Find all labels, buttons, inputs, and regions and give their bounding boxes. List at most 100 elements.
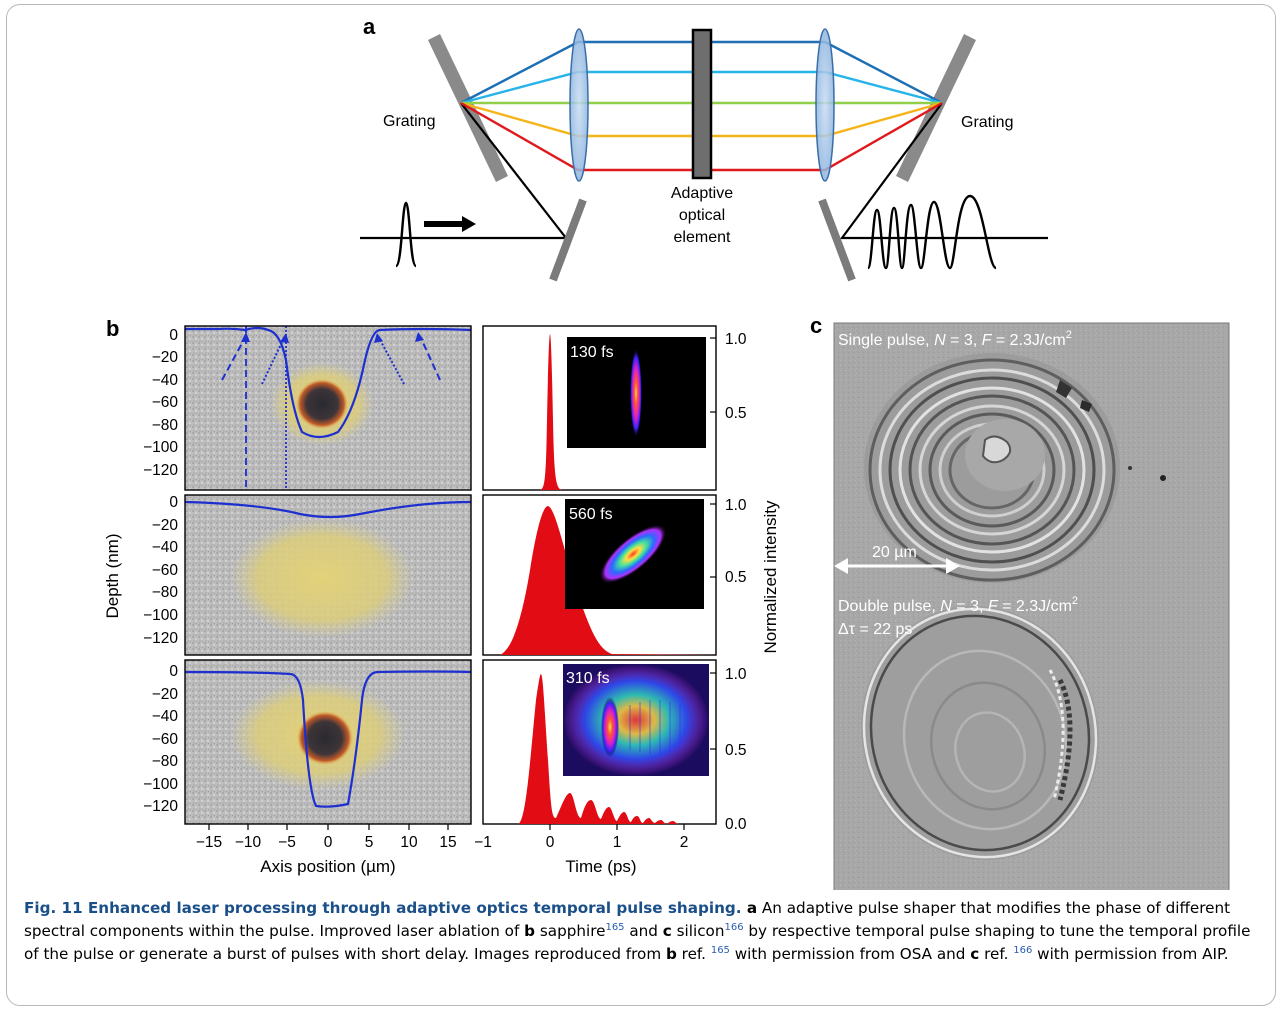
single-pulse-n-val: = 3, (946, 332, 982, 349)
single-pulse-prefix: Single pulse, (838, 332, 934, 349)
depth-tick: −60 (152, 731, 179, 748)
depth-axis-middle: 0 −20 −40 −60 −80 −100 −120 (143, 494, 178, 647)
pulse-panel-1: 130 fs (482, 325, 717, 491)
single-pulse-f: F (982, 332, 993, 349)
panel-a-label: a (363, 14, 376, 39)
position-tick: 10 (400, 834, 418, 851)
caption-text: ref. (676, 945, 711, 963)
caption-text: An adaptive pulse shaper that modifies t… (24, 899, 1231, 940)
crater-panel-1 (184, 325, 472, 491)
citation-link[interactable]: 166 (724, 922, 744, 933)
depth-tick: −100 (143, 776, 178, 793)
depth-tick: −80 (152, 753, 179, 770)
position-ticks (208, 824, 449, 830)
depth-tick: −120 (143, 630, 178, 647)
intensity-axis: 1.0 0.5 1.0 0.5 1.0 0.5 0.0 (725, 331, 747, 833)
double-pulse-sup: 2 (1072, 595, 1078, 607)
intensity-tick: 1.0 (725, 331, 747, 348)
single-pulse-sup: 2 (1066, 329, 1072, 341)
depth-tick: −100 (143, 607, 178, 624)
grating-left-label: Grating (383, 113, 435, 130)
adaptive-optical-element (691, 28, 713, 180)
figure-caption: Fig. 11 Enhanced laser processing throug… (24, 897, 1264, 966)
depth-tick: −20 (152, 686, 179, 703)
caption-text: silicon (671, 922, 725, 940)
right-grating (896, 34, 976, 182)
pulse-panel-3: 310 fs (482, 659, 717, 825)
time-axis: −1 0 1 2 (474, 834, 688, 851)
aoe-label-1: Adaptive (671, 185, 733, 202)
caption-ref-b: b (524, 922, 536, 940)
double-pulse-n: N (940, 598, 952, 615)
depth-tick: −20 (152, 349, 179, 366)
depth-axis-bottom: 0 −20 −40 −60 −80 −100 −120 (143, 663, 178, 815)
time-tick: 2 (680, 834, 689, 851)
depth-tick: 0 (169, 327, 178, 344)
intensity-tick: 1.0 (725, 497, 747, 514)
crater-panel-3 (184, 659, 472, 825)
position-tick: −10 (235, 834, 262, 851)
single-pulse-n: N (934, 332, 946, 349)
depth-tick: −60 (152, 562, 179, 579)
left-mirror (549, 198, 587, 282)
position-tick: −15 (196, 834, 222, 851)
intensity-axis-middle: 1.0 0.5 (725, 497, 747, 586)
aoe-label-3: element (674, 229, 731, 246)
caption-text: with permission from OSA and (729, 945, 971, 963)
caption-ref-c: c (662, 922, 672, 940)
intensity-ticks (710, 337, 716, 750)
intensity-tick: 0.5 (725, 742, 747, 759)
position-axis-label: Axis position (µm) (260, 857, 395, 876)
time-tick: −1 (474, 834, 492, 851)
pulse-duration-label-1: 130 fs (570, 344, 614, 361)
intensity-axis-bottom: 1.0 0.5 0.0 (725, 666, 747, 833)
depth-tick: −20 (152, 517, 179, 534)
position-tick: 5 (365, 834, 374, 851)
intensity-axis-label: Normalized intensity (761, 500, 780, 654)
panel-c-label: c (810, 313, 822, 338)
caption-text: sapphire (535, 922, 606, 940)
caption-text: and (624, 922, 663, 940)
caption-text: by respective temporal pulse shaping to … (24, 922, 1251, 963)
intensity-tick: 1.0 (725, 666, 747, 683)
depth-tick: 0 (169, 494, 178, 511)
caption-ref-b: b (665, 945, 677, 963)
depth-axis: 0 −20 −40 −60 −80 −100 −120 0 −20 −40 −6… (143, 327, 178, 815)
depth-tick: −40 (152, 539, 179, 556)
intensity-axis-top: 1.0 0.5 (725, 331, 747, 422)
time-axis-label: Time (ps) (565, 857, 636, 876)
grating-right-label: Grating (961, 114, 1013, 131)
position-tick: 0 (324, 834, 333, 851)
right-mirror (818, 198, 856, 282)
intensity-tick: 0.0 (725, 816, 747, 833)
single-pulse-label: Single pulse, N = 3, F = 2.3J/cm2 (838, 329, 1072, 349)
scale-bar: 20 µm (834, 544, 960, 574)
pulse-delay-label: Δτ = 22 ps (838, 621, 912, 638)
time-tick: 1 (613, 834, 622, 851)
citation-link[interactable]: 165 (605, 922, 625, 933)
time-tick: 0 (546, 834, 555, 851)
depth-tick: −100 (143, 439, 178, 456)
silicon-micrograph (834, 323, 1229, 890)
output-pulse-train (866, 194, 998, 270)
position-tick: −5 (278, 834, 296, 851)
depth-axis-label: Depth (nm) (103, 533, 122, 618)
pulse-duration-label-2: 560 fs (569, 506, 613, 523)
double-pulse-n-val: = 3, (952, 598, 988, 615)
aoe-label-2: optical (679, 207, 725, 224)
depth-tick: −120 (143, 462, 178, 479)
citation-link[interactable]: 165 (710, 945, 730, 956)
caption-title: Fig. 11 Enhanced laser processing throug… (24, 899, 742, 917)
double-pulse-fluence: = 2.3J/cm (998, 598, 1072, 615)
caption-text: with permission from AIP. (1032, 945, 1229, 963)
depth-axis-top: 0 −20 −40 −60 −80 −100 −120 (143, 327, 178, 479)
depth-tick: −40 (152, 372, 179, 389)
input-pulse (394, 201, 418, 268)
double-pulse-prefix: Double pulse, (838, 598, 940, 615)
position-axis: −15 −10 −5 0 5 10 15 (196, 834, 457, 851)
caption-ref-c: c (970, 945, 980, 963)
depth-tick: −80 (152, 417, 179, 434)
depth-tick: −80 (152, 584, 179, 601)
citation-link[interactable]: 166 (1013, 945, 1033, 956)
